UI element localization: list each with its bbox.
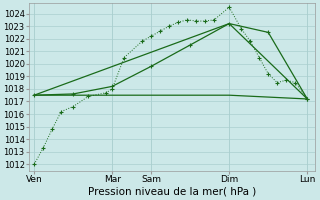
X-axis label: Pression niveau de la mer( hPa ): Pression niveau de la mer( hPa ): [88, 187, 256, 197]
